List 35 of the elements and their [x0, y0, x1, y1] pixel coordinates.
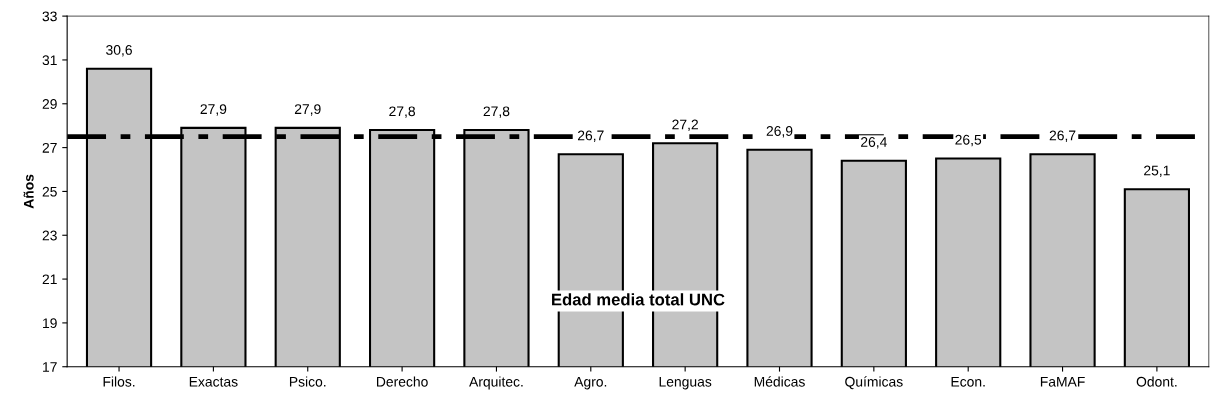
data-label: 26,7 [577, 130, 604, 142]
y-tick-label: 25 [42, 186, 57, 197]
x-tick-label: Derecho [376, 376, 428, 387]
x-tick-label: Agro. [574, 376, 607, 390]
data-label: 27,8 [483, 106, 510, 118]
data-label: 25,1 [1144, 165, 1170, 178]
y-tick-label: 21 [42, 274, 57, 285]
x-tick-label: Psico. [289, 376, 326, 387]
x-tick-label: Exactas [189, 376, 238, 387]
data-label: 26,7 [1049, 130, 1076, 142]
y-tick-label: 17 [43, 362, 57, 372]
data-label: 27,8 [389, 106, 416, 118]
y-tick-label: 29 [42, 99, 57, 109]
x-tick-label: Arquitec. [469, 376, 523, 390]
ref-line-label: Edad media total UNC [552, 293, 725, 306]
data-label: 26,4 [861, 137, 887, 149]
y-tick-label: 23 [42, 230, 57, 241]
y-tick-label: 33 [42, 11, 57, 22]
x-tick-label: Lenguas [659, 376, 712, 390]
x-tick-label: Médicas [754, 376, 805, 387]
y-axis-title: Años [23, 174, 34, 209]
x-tick-label: Químicas [845, 376, 903, 390]
data-label: 27,9 [200, 104, 227, 116]
data-label: 26,5 [955, 134, 982, 147]
y-tick-label: 27 [42, 142, 57, 153]
y-tick-label: 31 [42, 55, 57, 66]
data-label: 27,9 [294, 104, 321, 116]
x-tick-label: FaMAF [1040, 376, 1085, 387]
x-tick-label: Econ. [951, 376, 985, 387]
data-label: 30,6 [106, 45, 132, 57]
x-tick-label: Odont. [1136, 376, 1177, 387]
data-label: 26,9 [766, 126, 793, 138]
y-tick-label: 19 [43, 318, 57, 329]
data-label: 27,2 [672, 119, 698, 131]
x-tick-label: Filos. [103, 376, 135, 387]
